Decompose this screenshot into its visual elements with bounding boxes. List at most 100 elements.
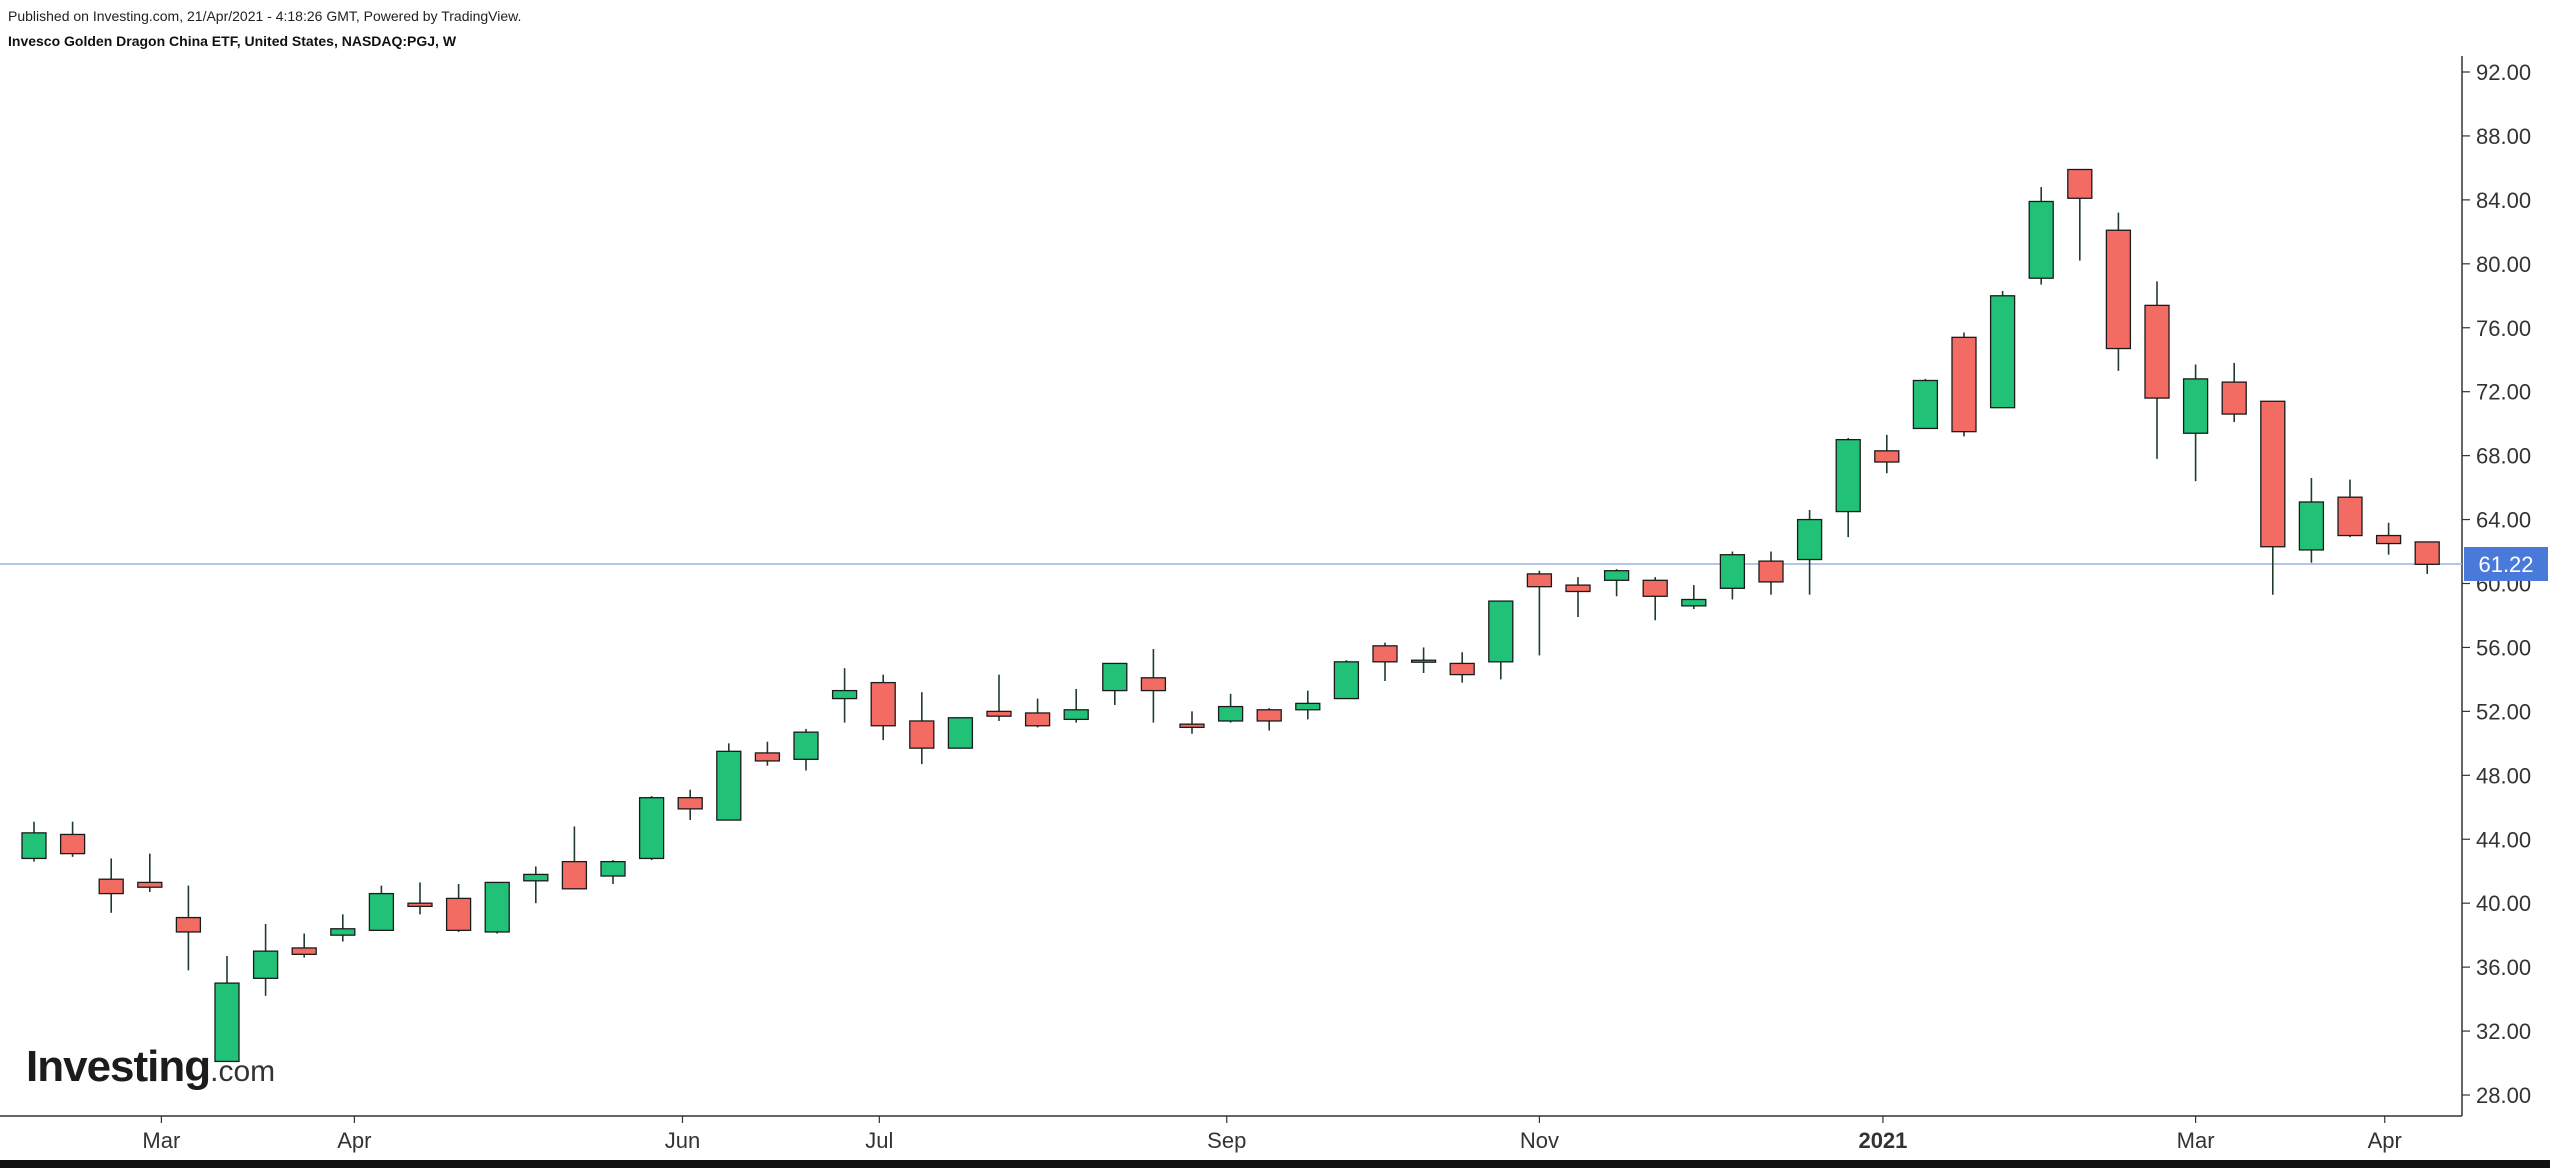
candle xyxy=(754,741,781,766)
candle xyxy=(2144,281,2170,459)
candle-body-down xyxy=(986,710,1012,717)
candle xyxy=(445,884,472,932)
y-tick-label: 52.00 xyxy=(2476,699,2531,724)
candle xyxy=(638,796,665,861)
candle-body-up xyxy=(252,950,279,979)
candle xyxy=(2260,400,2286,595)
candle-body-down xyxy=(407,902,433,908)
candle xyxy=(1603,569,1630,597)
candle xyxy=(523,866,549,904)
candle-body-down xyxy=(1951,336,1977,433)
candle-body-up xyxy=(600,860,626,877)
x-tick-label: Apr xyxy=(2368,1128,2402,1153)
candle-body-up xyxy=(330,928,356,936)
candle-body-down xyxy=(2067,168,2093,199)
x-tick-label: Jun xyxy=(665,1128,700,1153)
candle-body-down xyxy=(1024,712,1051,727)
candle xyxy=(1565,577,1591,618)
candle xyxy=(1719,551,1746,600)
candle-body-down xyxy=(2375,534,2402,545)
y-tick-label: 72.00 xyxy=(2476,380,2531,405)
candle-body-up xyxy=(21,832,47,860)
candle xyxy=(2337,479,2363,538)
y-tick-label: 84.00 xyxy=(2476,188,2531,213)
candle-body-up xyxy=(1295,702,1321,711)
y-axis: 92.00 88.00 84.00 80.00 76.00 72.00 68.00 64.00… xyxy=(2462,60,2531,1108)
x-tick-label: Apr xyxy=(337,1128,371,1153)
candle-body-down xyxy=(754,752,781,762)
candle-body-up xyxy=(1102,662,1128,692)
candle-body-down xyxy=(1372,645,1398,663)
y-tick-label: 64.00 xyxy=(2476,508,2531,533)
candle-body-down xyxy=(1565,584,1591,593)
candle-body-down xyxy=(909,720,935,749)
candle-body-up xyxy=(368,892,395,932)
candle-body-up xyxy=(1333,661,1360,700)
candle xyxy=(1295,690,1321,720)
candle xyxy=(1488,600,1514,680)
candle xyxy=(291,933,317,958)
logo-main-text: Investing xyxy=(26,1042,211,1091)
candle xyxy=(947,717,974,749)
candle-body-up xyxy=(1410,659,1437,663)
y-tick-label: 48.00 xyxy=(2476,763,2531,788)
candle-body-down xyxy=(870,681,896,727)
bottom-bar xyxy=(0,1160,2550,1168)
candle xyxy=(1140,649,1167,723)
candle xyxy=(1063,688,1089,723)
x-tick-label: Mar xyxy=(2177,1128,2215,1153)
candle xyxy=(2221,362,2247,423)
candle xyxy=(1179,711,1205,734)
candle-body-up xyxy=(214,982,240,1063)
y-tick-label: 44.00 xyxy=(2476,827,2531,852)
candle-body-up xyxy=(1912,379,1939,430)
candle-body-down xyxy=(291,947,317,955)
candle-body-up xyxy=(1835,438,1861,513)
candle xyxy=(1102,662,1128,705)
candle xyxy=(214,955,240,1063)
y-tick-label: 56.00 xyxy=(2476,635,2531,660)
candle xyxy=(1333,660,1360,700)
candle xyxy=(1256,708,1282,731)
candle xyxy=(98,858,124,913)
candle xyxy=(1989,290,2016,409)
x-axis: Mar Apr Jun Jul Sep Nov 2021 Mar Apr xyxy=(142,1116,2402,1153)
candle xyxy=(1951,332,1977,437)
candle xyxy=(330,914,356,942)
candle-body-up xyxy=(831,689,858,700)
candle-body-down xyxy=(1449,662,1475,676)
candle xyxy=(59,821,86,857)
y-tick-label: 28.00 xyxy=(2476,1083,2531,1108)
candle xyxy=(2298,478,2325,563)
y-tick-label: 92.00 xyxy=(2476,60,2531,85)
candle-body-up xyxy=(716,750,742,821)
x-tick-label: Nov xyxy=(1520,1128,1559,1153)
y-tick-label: 40.00 xyxy=(2476,891,2531,916)
candle-body-down xyxy=(561,860,588,890)
y-tick-label: 88.00 xyxy=(2476,124,2531,149)
candle xyxy=(1874,434,1900,474)
candle-body-down xyxy=(98,878,124,895)
candle-body-up xyxy=(1063,709,1089,721)
candle xyxy=(175,885,202,971)
candle xyxy=(1372,642,1398,682)
candle xyxy=(716,743,742,821)
y-tick-label: 32.00 xyxy=(2476,1019,2531,1044)
x-tick-label: 2021 xyxy=(1858,1128,1907,1153)
y-tick-label: 80.00 xyxy=(2476,252,2531,277)
candle-body-up xyxy=(1681,598,1707,607)
candle xyxy=(1024,698,1051,728)
candle xyxy=(2028,187,2054,285)
y-tick-label: 68.00 xyxy=(2476,444,2531,469)
candle-body-up xyxy=(2182,378,2209,434)
investing-logo: Investing .com xyxy=(26,1042,275,1098)
candle-body-up xyxy=(1603,570,1630,581)
candle xyxy=(1217,693,1244,723)
candle xyxy=(2105,212,2132,371)
candle xyxy=(1449,652,1475,683)
candle-body-down xyxy=(445,897,472,932)
candle-body-up xyxy=(1719,554,1746,589)
candle-body-up xyxy=(1488,600,1514,663)
